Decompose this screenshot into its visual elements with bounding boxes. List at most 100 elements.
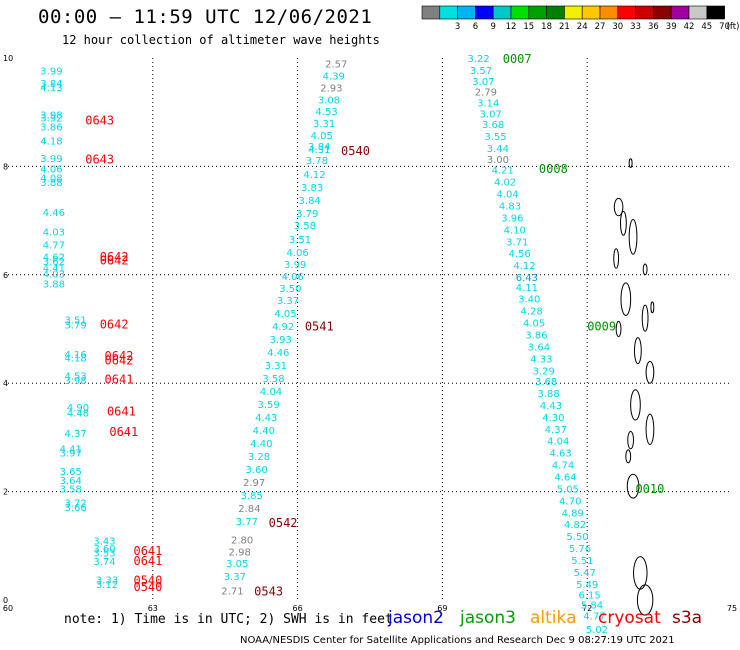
x-tick-label: 60 <box>3 604 13 613</box>
wave-height-label: 3.51 <box>64 315 86 326</box>
wave-height-label: 4.77 <box>43 241 65 252</box>
wave-height-label: 3.60 <box>245 465 267 476</box>
island-outline <box>626 473 640 499</box>
orbit-label: 0641 <box>133 554 162 568</box>
legend-s3a: s3a <box>672 608 703 628</box>
legend-swatch <box>421 5 441 20</box>
wave-height-label: 3.68 <box>535 377 557 388</box>
legend-tick-label: 39 <box>666 22 677 32</box>
wave-height-label: 4.40 <box>250 439 272 450</box>
island-outline <box>650 301 655 314</box>
wave-height-label: 6.15 <box>578 591 600 602</box>
wave-height-label: 3.62 <box>43 257 65 268</box>
legend-swatch <box>546 5 565 20</box>
footer-note: note: 1) Time is in UTC; 2) SWH is in fe… <box>64 612 393 627</box>
wave-height-label: 3.99 <box>40 67 62 78</box>
island-outline <box>628 219 638 255</box>
wave-height-label: 4.37 <box>64 429 86 440</box>
wave-height-label: 3.33 <box>96 575 118 586</box>
wave-height-label: 3.78 <box>306 156 328 167</box>
wave-height-label: 3.64 <box>60 476 82 487</box>
legend-tick-label: 45 <box>701 22 712 32</box>
wave-height-label: 3.57 <box>470 66 492 77</box>
orbit-label: 0643 <box>85 152 114 166</box>
legend-tick-label: 15 <box>523 22 534 32</box>
wave-height-label: 4.37 <box>545 425 567 436</box>
legend-jason2: jason2 <box>388 608 444 628</box>
y-tick-label: 8 <box>3 162 8 171</box>
legend-swatch <box>706 5 725 20</box>
wave-height-label: 3.29 <box>533 366 555 377</box>
wave-height-label: 3.60 <box>93 544 115 555</box>
orbit-label: 0642 <box>100 318 129 332</box>
wave-height-label: 2.98 <box>229 547 251 558</box>
legend-jason3: jason3 <box>460 608 516 628</box>
orbit-label: 0541 <box>305 319 334 333</box>
wave-height-label: 3.55 <box>484 132 506 143</box>
wave-height-label: 3.40 <box>518 295 540 306</box>
legend-tick-label: 30 <box>612 22 623 32</box>
wave-height-label: 4.56 <box>508 249 530 260</box>
wave-height-label: 3.72 <box>64 499 86 510</box>
wave-height-label: 4.64 <box>554 473 576 484</box>
wave-height-label: 4.89 <box>562 508 584 519</box>
wave-height-label: 3.37 <box>224 572 246 583</box>
wave-height-label: 4.04 <box>496 190 518 201</box>
map-title: 00:00 – 11:59 UTC 12/06/2021 <box>38 6 373 28</box>
legend-tick-label: 36 <box>648 22 659 32</box>
wave-height-label: 4.70 <box>559 496 581 507</box>
island-outline <box>645 361 655 384</box>
wave-height-label: 3.59 <box>258 400 280 411</box>
wave-height-label: 3.07 <box>480 109 502 120</box>
legend-swatch <box>564 5 583 20</box>
legend-swatch <box>688 5 708 20</box>
wave-height-label: 3.37 <box>277 296 299 307</box>
legend-tick-label: 24 <box>577 22 588 32</box>
island-outline <box>641 304 649 332</box>
legend-tick-label: 42 <box>684 22 695 32</box>
orbit-label: 0540 <box>341 144 370 158</box>
wave-height-label: 3.88 <box>537 389 559 400</box>
orbit-label: 0642 <box>105 353 134 367</box>
orbit-label: 0007 <box>503 52 532 66</box>
wave-height-label: 3.08 <box>318 95 340 106</box>
wave-height-label: 4.06 <box>282 272 304 283</box>
wave-height-label: 4.05 <box>274 309 296 320</box>
wave-height-label: 4.12 <box>303 170 325 181</box>
wave-height-label: 2.93 <box>320 83 342 94</box>
wave-height-label: 3.58 <box>60 484 82 495</box>
wave-height-label: 2.80 <box>231 535 253 546</box>
legend-swatch <box>510 5 530 20</box>
wave-height-label: 5.49 <box>576 580 598 591</box>
wave-height-label: 3.99 <box>40 154 62 165</box>
wave-height-label: 3.86 <box>40 122 62 133</box>
wave-height-label: 4.31 <box>308 145 330 156</box>
wave-height-label: 3.64 <box>528 342 550 353</box>
wave-height-label: 4.02 <box>494 178 516 189</box>
wave-height-label: 2.79 <box>475 88 497 99</box>
legend-swatch <box>475 5 494 20</box>
x-tick-label: 72 <box>582 604 592 613</box>
wave-height-label: 3.74 <box>93 557 115 568</box>
orbit-label: 0010 <box>635 482 664 496</box>
wave-height-label: 5.84 <box>581 600 603 611</box>
wave-height-label: 4.13 <box>40 83 62 94</box>
wave-height-label: 4.48 <box>67 409 89 420</box>
wave-height-label: 4.16 <box>64 350 86 361</box>
island-outline <box>613 248 620 269</box>
wave-height-label: 2.57 <box>325 60 347 71</box>
orbit-label: 0540 <box>133 573 162 587</box>
wave-height-label: 3.71 <box>506 237 528 248</box>
legend-tick-label: 12 <box>506 22 517 32</box>
wave-height-label: 5.76 <box>569 544 591 555</box>
wave-height-label: 3.65 <box>60 467 82 478</box>
wave-height-label: 5.47 <box>574 568 596 579</box>
wave-height-label: 4.33 <box>530 354 552 365</box>
wave-height-label: 4.77 <box>583 611 605 622</box>
legend-cryosat: cryosat <box>598 608 661 628</box>
wave-height-label: 6.43 <box>516 273 538 284</box>
orbit-label: 0641 <box>107 404 136 418</box>
wave-height-label: 4.11 <box>516 283 538 294</box>
wave-height-label: 4.18 <box>64 353 86 364</box>
